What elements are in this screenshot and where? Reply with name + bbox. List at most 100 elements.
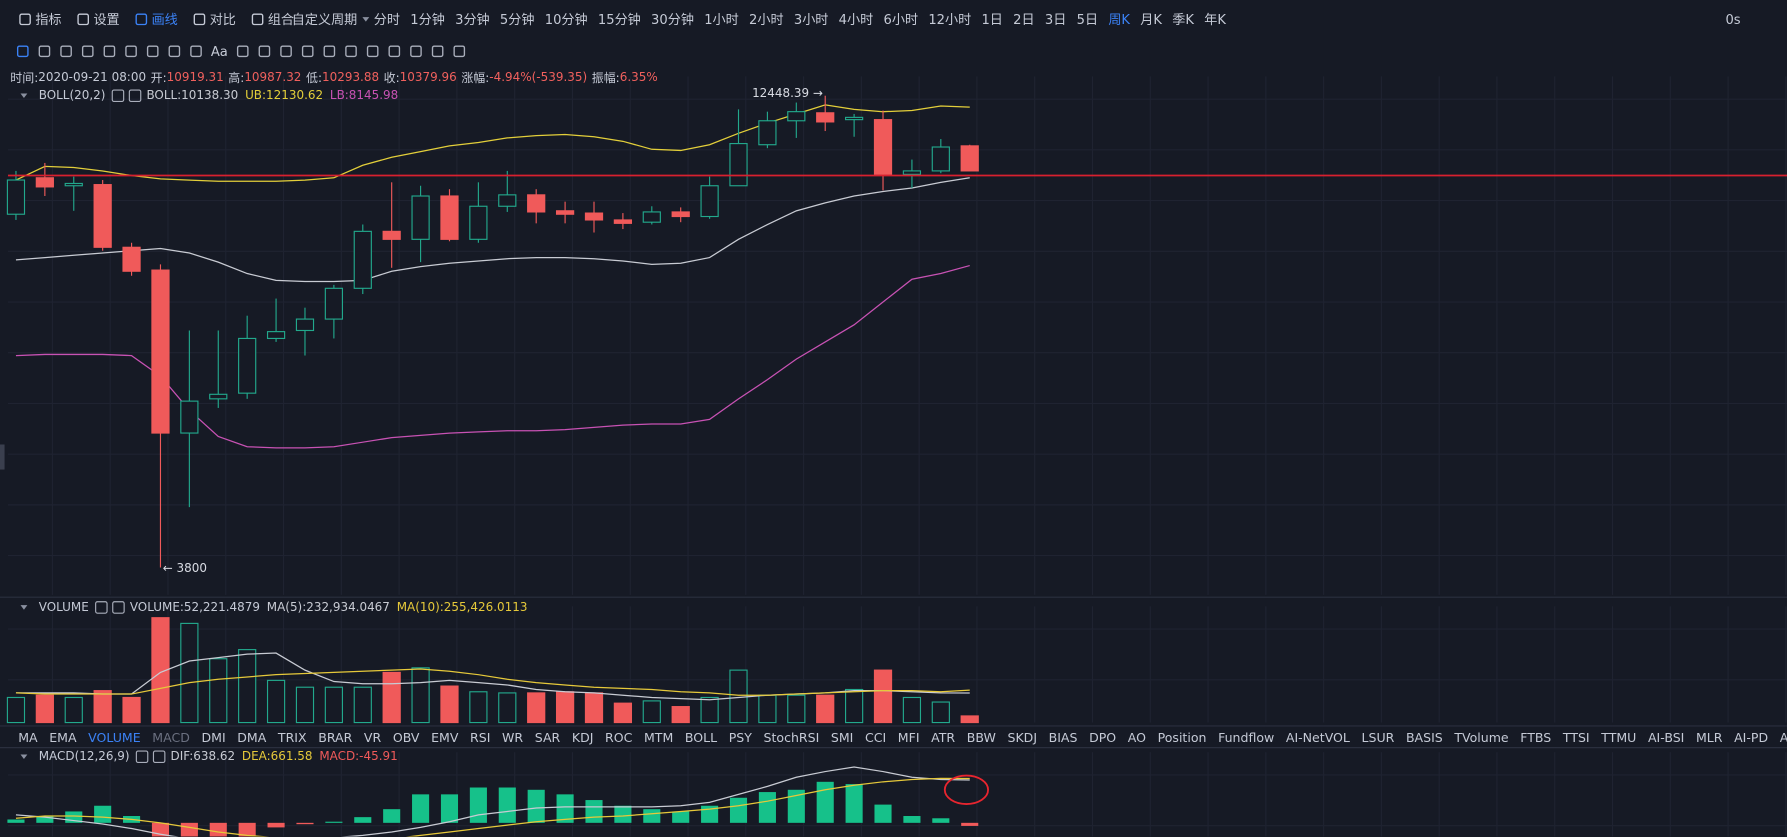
period[interactable]: 15分钟 (597, 11, 641, 28)
drawing-tool[interactable] (452, 44, 466, 58)
indicator-tab[interactable]: AI-BSI (1647, 729, 1685, 745)
toolbar-item[interactable]: 设置 (76, 10, 120, 28)
toolbar-item[interactable]: 组合 (251, 10, 294, 28)
custom-period[interactable]: 自定义周期 (292, 9, 373, 30)
indicator-tab[interactable]: MFI (897, 729, 920, 745)
indicator-tab[interactable]: BOLL (684, 729, 718, 745)
drawing-tool[interactable] (168, 44, 182, 58)
period[interactable]: 季K (1172, 11, 1194, 28)
drawing-tool[interactable] (189, 44, 203, 58)
period[interactable]: 3日 (1044, 11, 1067, 28)
drawing-tool[interactable] (431, 44, 445, 58)
period[interactable]: 1日 (981, 11, 1003, 28)
drawing-tool[interactable] (409, 44, 423, 58)
drawing-tool[interactable] (16, 44, 30, 58)
indicator-tab[interactable]: TTMU (1601, 729, 1637, 745)
indicator-tab[interactable]: SKDJ (1007, 729, 1038, 745)
drawing-tool[interactable] (387, 44, 401, 58)
drawing-tool[interactable] (322, 44, 336, 58)
indicator-tab[interactable]: BBW (966, 729, 996, 745)
indicator-tab[interactable]: TVolume (1454, 729, 1509, 745)
drawing-tool[interactable] (301, 44, 315, 58)
drawing-tool[interactable] (81, 44, 95, 58)
drawing-tool[interactable] (236, 44, 250, 58)
indicator-tab[interactable]: BASIS (1405, 729, 1443, 745)
indicator-tab[interactable]: AO (1127, 729, 1147, 745)
indicator-tab[interactable]: ATR (931, 729, 956, 745)
toolbar-item-label[interactable]: 组合 (267, 11, 295, 28)
period[interactable]: 3分钟 (455, 11, 490, 28)
indicator-tab[interactable]: Fundflow (1218, 729, 1275, 745)
icon-shape (103, 45, 116, 58)
drawing-tool[interactable] (366, 44, 380, 58)
indicator-tab[interactable]: AI-NetVOL (1285, 729, 1350, 745)
drawing-tool[interactable] (103, 44, 117, 58)
indicator-tab[interactable]: MTM (643, 729, 674, 745)
indicator-tab[interactable]: WR (502, 729, 524, 745)
indicator-tab[interactable]: AI-PD (1734, 729, 1769, 745)
indicator-tab[interactable]: SAR (534, 729, 561, 745)
indicator-tab[interactable]: VR (363, 729, 382, 745)
drawing-tool[interactable] (38, 44, 52, 58)
drawing-tool[interactable] (344, 44, 358, 58)
toolbar-item[interactable]: 画线 (134, 10, 178, 28)
indicator-tab[interactable]: SMI (830, 729, 854, 745)
indicator-tab[interactable]: KDJ (571, 729, 594, 745)
period[interactable]: 1小时 (704, 11, 739, 28)
indicator-tab[interactable]: OBV (392, 729, 420, 745)
drawing-tool[interactable] (257, 44, 271, 58)
indicator-tab[interactable]: MLR (1695, 729, 1723, 745)
indicator-tab[interactable]: ROC (605, 729, 633, 745)
indicator-tab[interactable]: Position (1157, 729, 1207, 745)
indicator-tab[interactable]: MA (18, 729, 38, 745)
period[interactable]: 4小时 (838, 11, 874, 28)
period[interactable]: 年K (1204, 11, 1226, 28)
period[interactable]: 5分钟 (499, 11, 535, 28)
indicator-tab[interactable]: DPO (1089, 729, 1117, 745)
drawing-tool[interactable] (59, 44, 73, 58)
indicator-tab[interactable]: PSY (728, 729, 752, 745)
indicator-tab[interactable]: DMI (201, 729, 226, 745)
period[interactable]: 月K (1140, 11, 1163, 28)
indicator-tab[interactable]: TRIX (277, 729, 307, 745)
custom-period-label[interactable]: 自定义周期 (291, 11, 358, 28)
volume-bar (93, 690, 112, 724)
period[interactable]: 分时 (373, 11, 401, 28)
indicator-tab[interactable]: EMV (431, 729, 459, 745)
period[interactable]: 2小时 (749, 11, 784, 28)
toolbar-item-label[interactable]: 画线 (151, 11, 178, 28)
indicator-tab[interactable]: CCI (864, 729, 887, 745)
period[interactable]: 10分钟 (544, 11, 588, 28)
period[interactable]: 6小时 (883, 11, 919, 28)
indicator-tab[interactable]: AI-FDI (1780, 730, 1787, 745)
text-tool[interactable]: Aa (210, 43, 228, 60)
indicator-tab[interactable]: TTSI (1562, 729, 1590, 745)
indicator-tab[interactable]: LSUR (1361, 729, 1395, 745)
indicator-tab[interactable]: StochRSI (763, 729, 820, 745)
indicator-tab[interactable]: EMA (49, 729, 77, 745)
period[interactable]: 30分钟 (651, 11, 694, 28)
drawing-tool[interactable] (124, 44, 138, 58)
toolbar-item[interactable]: 指标 (18, 10, 62, 28)
period[interactable]: 12小时 (928, 11, 972, 28)
indicator-tab[interactable]: DMA (237, 729, 267, 745)
toolbar-item-label[interactable]: 对比 (209, 11, 236, 28)
indicator-tab[interactable]: BRAR (318, 729, 353, 745)
indicator-tab[interactable]: BIAS (1048, 729, 1078, 745)
indicator-tab[interactable]: VOLUME (88, 729, 141, 745)
period[interactable]: 1分钟 (410, 11, 445, 28)
indicator-tab[interactable]: FTBS (1520, 729, 1552, 745)
indicator-tab[interactable]: MACD (152, 729, 190, 745)
toolbar-item-label[interactable]: 指标 (35, 11, 62, 28)
drawing-tool[interactable] (279, 44, 293, 58)
indicator-tab[interactable]: RSI (470, 729, 491, 745)
period[interactable]: 2日 (1013, 11, 1035, 28)
period-bar: 分时 1分钟 3分钟 5分钟 10分钟 15分钟 30分钟 1小时 2小时 3小时 4小时 6小时 12… (374, 9, 1226, 30)
period[interactable]: 5日 (1076, 11, 1099, 28)
period[interactable]: 周K (1108, 11, 1131, 28)
toolbar-item-label[interactable]: 设置 (93, 11, 120, 28)
drawing-tool[interactable] (146, 44, 160, 58)
toolbar-item[interactable]: 对比 (193, 10, 236, 28)
period[interactable]: 3小时 (793, 11, 829, 28)
candle-body (6, 179, 26, 215)
